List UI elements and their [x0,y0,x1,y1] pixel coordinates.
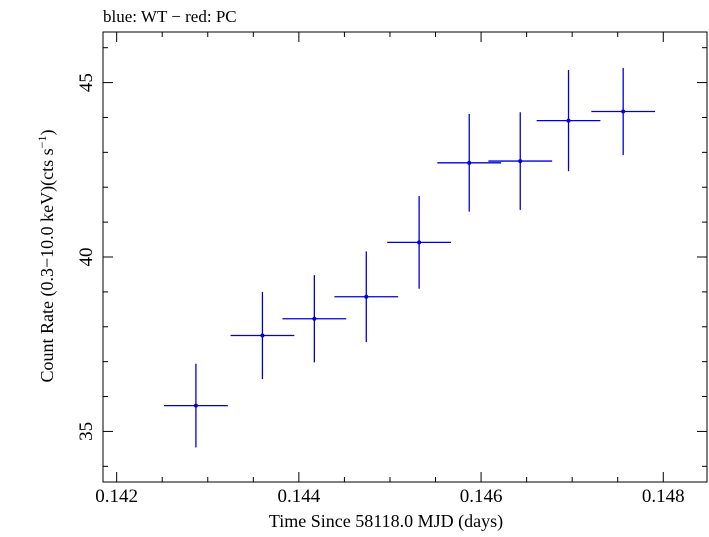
data-point [282,275,347,363]
x-tick-label: 0.142 [95,486,138,507]
y-tick-label: 35 [76,422,97,441]
x-tick-label: 0.146 [460,486,503,507]
y-tick-label: 40 [76,248,97,267]
data-point [536,70,601,172]
legend-label: blue: WT − red: PC [103,7,237,26]
axis-ticks: 0.142 0.144 0.146 0.148 35 40 45 [76,32,707,507]
point-marker [518,159,523,164]
data-point [488,112,553,210]
point-marker [467,160,472,165]
data-point [437,113,502,212]
point-marker [621,109,626,114]
point-marker [417,240,422,245]
y-tick-label: 45 [76,73,97,92]
y-axis-title-main: Count Rate (0.3−10.0 keV)(cts s [37,148,58,382]
y-axis-title-end: ) [37,130,58,136]
point-marker [193,403,198,408]
point-marker [566,118,571,123]
data-point [164,363,228,448]
y-axis-title-superscript: −1 [35,136,49,149]
data-point [334,251,399,343]
x-tick-label: 0.144 [277,486,320,507]
plot-border [102,31,708,483]
data-marks [164,67,656,448]
data-point [230,291,295,380]
data-point [387,195,452,289]
x-axis-title: Time Since 58118.0 MJD (days) [269,511,503,532]
x-tick-label: 0.148 [642,486,685,507]
y-axis-title: Count Rate (0.3−10.0 keV)(cts s−1) [35,130,58,383]
point-marker [312,316,317,321]
plot-frame [102,31,708,483]
data-point [591,67,656,156]
point-marker [364,294,369,299]
point-marker [260,333,265,338]
